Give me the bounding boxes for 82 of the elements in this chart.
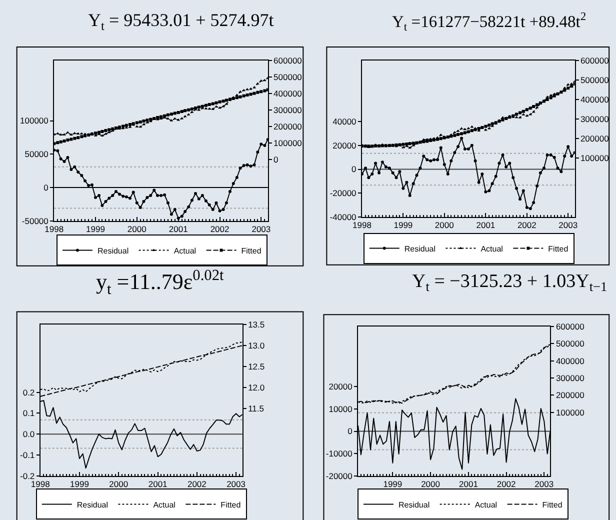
y-tick-label: -20000 (330, 188, 357, 198)
x-tick-label: 2001 (476, 220, 496, 230)
legend-label: Fitted (241, 246, 262, 256)
x-tick-label: 2001 (148, 479, 168, 490)
y-tick-label: -50000 (22, 216, 49, 226)
x-tick-label: 2001 (459, 479, 478, 490)
y2-tick-label: 13.0 (248, 340, 265, 350)
y-tick-label: 0.2 (22, 387, 35, 398)
y2-tick-label: 200000 (580, 133, 610, 144)
x-tick-label: 2001 (168, 224, 188, 234)
y-tick-label: 0 (352, 164, 357, 174)
y2-tick-label: 12.5 (248, 361, 265, 372)
y2-tick-label: 300000 (556, 372, 585, 383)
legend-label: Actual (153, 500, 176, 510)
y2-tick-label: 11.5 (248, 404, 264, 414)
chart-title: y$_{t}$ =11..79ε$^{0.02t}$ (96, 267, 225, 298)
x-tick-label: 2003 (226, 479, 246, 490)
x-tick-label: 1998 (30, 479, 50, 490)
y2-tick-label: 500000 (274, 72, 302, 82)
x-tick-label: 2000 (421, 479, 440, 490)
y-tick-label: -20000 (326, 470, 353, 481)
x-tick-label: 1999 (86, 224, 106, 234)
y2-tick-label: 200000 (274, 121, 302, 132)
x-tick-label: 2000 (127, 224, 147, 234)
x-tick-label: 2003 (252, 224, 271, 234)
y2-tick-label: 400000 (556, 356, 585, 366)
y2-tick-label: 400000 (274, 88, 302, 99)
chart-title: Y$_{t}$ =161277−58221t +89.48t$^{2}$ (392, 11, 586, 34)
y-tick-label: 0 (348, 426, 353, 436)
y2-tick-label: 12.0 (248, 382, 265, 393)
chart-title: Y$_{t}$ = −3125.23 + 1.03Y$_{t−1}$ (412, 271, 608, 294)
y-tick-label: -0.2 (20, 470, 35, 481)
y2-tick-label: 600000 (274, 56, 302, 66)
y-tick-label: 100000 (20, 116, 49, 126)
y2-tick-label: 100000 (274, 138, 302, 148)
x-tick-label: 2000 (434, 220, 454, 230)
legend-label: Actual (480, 244, 504, 254)
y-tick-label: 0.0 (22, 429, 35, 440)
x-tick-label: 2002 (517, 220, 537, 230)
y-tick-label: 0.1 (22, 408, 35, 418)
y2-tick-label: 100000 (580, 152, 610, 163)
y2-tick-label: 600000 (556, 321, 585, 332)
x-tick-label: 1999 (70, 479, 90, 490)
y-tick-label: 20000 (332, 140, 357, 150)
x-tick-label: 2000 (109, 479, 128, 490)
y-tick-label: 40000 (332, 116, 357, 127)
y2-tick-label: 500000 (580, 75, 610, 86)
y-tick-label: 50000 (24, 149, 49, 160)
legend-label: Actual (174, 246, 196, 256)
x-tick-label: 1999 (394, 220, 413, 230)
legend-label: Actual (474, 500, 498, 510)
x-tick-label: 2003 (558, 220, 578, 230)
y2-tick-label: 500000 (556, 338, 585, 349)
y-tick-label: -0.1 (20, 450, 35, 460)
x-tick-label: 2002 (496, 479, 516, 490)
x-tick-label: 1999 (383, 479, 402, 490)
y2-tick-label: 0 (274, 154, 279, 164)
y-tick-label: 10000 (328, 404, 353, 414)
x-tick-label: 1998 (44, 224, 64, 234)
y-tick-label: -10000 (326, 448, 353, 459)
y2-tick-label: 300000 (580, 114, 610, 124)
x-tick-label: 2002 (210, 224, 230, 234)
x-tick-label: 2002 (187, 479, 207, 490)
legend-label: Residual (398, 500, 430, 510)
x-tick-label: 1998 (352, 220, 372, 230)
y-tick-label: -40000 (330, 212, 357, 222)
y2-tick-label: 100000 (556, 407, 585, 418)
x-tick-label: 2003 (534, 479, 554, 490)
legend-label: Fitted (220, 500, 241, 510)
y2-tick-label: 300000 (274, 104, 302, 115)
y2-tick-label: 13.5 (248, 319, 265, 330)
y2-tick-label: 600000 (580, 56, 610, 66)
legend-label: Fitted (548, 244, 568, 254)
legend-label: Residual (97, 246, 129, 256)
y-tick-label: 20000 (328, 382, 353, 392)
chart-title: Y$_{t}$ = 95433.01 + 5274.97t (88, 10, 274, 33)
legend-label: Residual (404, 244, 436, 254)
y2-tick-label: 200000 (556, 390, 585, 400)
legend-label: Fitted (542, 500, 562, 510)
y-tick-label: 0 (44, 182, 49, 192)
legend-label: Residual (76, 500, 108, 510)
y2-tick-label: 400000 (580, 94, 610, 104)
